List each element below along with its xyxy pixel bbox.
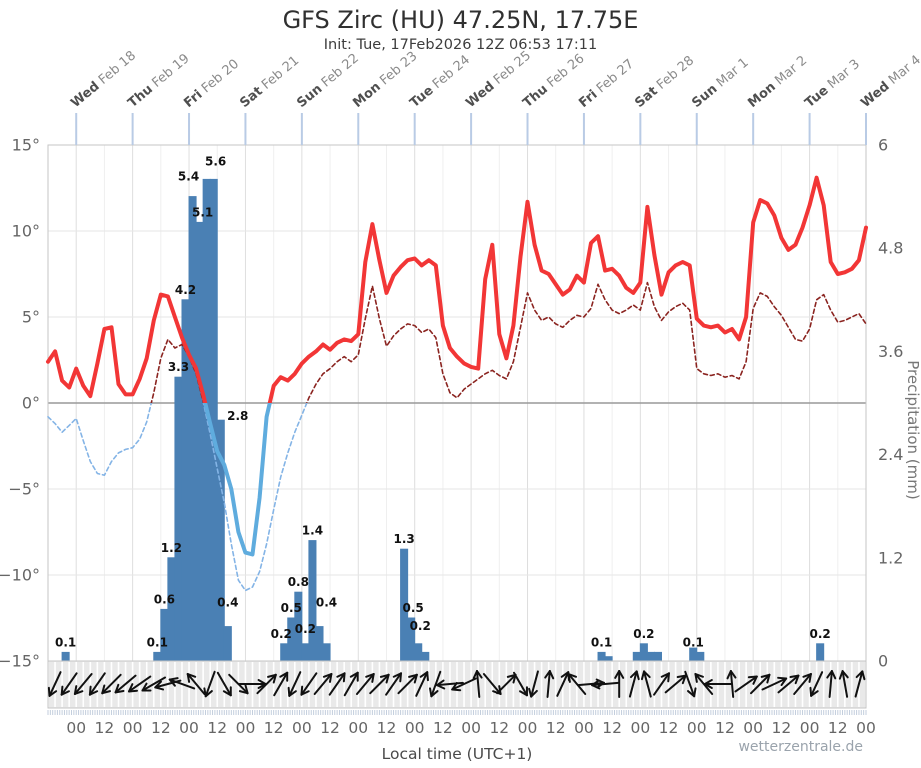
- svg-text:0.1: 0.1: [147, 635, 168, 649]
- svg-text:00: 00: [405, 719, 425, 737]
- svg-text:00: 00: [856, 719, 876, 737]
- svg-text:12: 12: [546, 719, 566, 737]
- svg-text:0.1: 0.1: [55, 635, 76, 649]
- left-axis-ticks: 15° 10° 5° 0° −5° −10° −15°: [0, 136, 40, 671]
- svg-text:0.8: 0.8: [288, 575, 309, 589]
- svg-text:00: 00: [348, 719, 368, 737]
- svg-text:00: 00: [518, 719, 538, 737]
- svg-text:−15°: −15°: [0, 652, 40, 671]
- svg-text:00: 00: [800, 719, 820, 737]
- svg-text:0.4: 0.4: [217, 596, 238, 610]
- precipitation-axis-title: Precipitation (mm): [904, 360, 921, 500]
- svg-text:−10°: −10°: [0, 566, 40, 585]
- temperature-line: [46, 175, 868, 557]
- svg-text:2.4: 2.4: [878, 445, 903, 464]
- svg-text:00: 00: [179, 719, 199, 737]
- svg-text:1.4: 1.4: [302, 524, 323, 538]
- right-axis-ticks: 6 4.8 3.6 2.4 1.2 0: [878, 136, 903, 671]
- svg-text:4.8: 4.8: [878, 239, 903, 258]
- svg-text:0.2: 0.2: [810, 627, 831, 641]
- watermark: wetterzentrale.de: [738, 739, 863, 755]
- svg-text:1.2: 1.2: [161, 541, 182, 555]
- x-axis-title: Local time (UTC+1): [381, 745, 533, 763]
- svg-text:0.5: 0.5: [281, 601, 302, 615]
- svg-text:00: 00: [236, 719, 256, 737]
- svg-text:15°: 15°: [12, 136, 40, 155]
- chart-title: GFS Zirc (HU) 47.25N, 17.75E: [282, 6, 639, 34]
- svg-text:6: 6: [878, 136, 888, 155]
- day-ticks: [75, 113, 867, 145]
- svg-text:12: 12: [772, 719, 792, 737]
- svg-text:12: 12: [377, 719, 397, 737]
- svg-text:0.2: 0.2: [410, 619, 431, 633]
- svg-text:12: 12: [659, 719, 679, 737]
- svg-text:0.1: 0.1: [683, 635, 704, 649]
- svg-text:12: 12: [320, 719, 340, 737]
- svg-text:0.5: 0.5: [403, 601, 424, 615]
- svg-text:5.6: 5.6: [205, 154, 226, 168]
- svg-text:1.3: 1.3: [393, 532, 414, 546]
- svg-text:12: 12: [95, 719, 115, 737]
- svg-text:12: 12: [433, 719, 453, 737]
- svg-text:12: 12: [715, 719, 735, 737]
- svg-text:0.4: 0.4: [316, 596, 337, 610]
- svg-text:0.2: 0.2: [633, 627, 654, 641]
- chart-subtitle: Init: Tue, 17Feb2026 12Z 06:53 17:11: [323, 37, 598, 53]
- wind-arrows: [47, 670, 866, 698]
- svg-text:4.2: 4.2: [175, 283, 196, 297]
- svg-text:2.8: 2.8: [227, 409, 248, 423]
- svg-text:00: 00: [630, 719, 650, 737]
- svg-text:12: 12: [151, 719, 171, 737]
- svg-text:00: 00: [123, 719, 143, 737]
- svg-text:12: 12: [264, 719, 284, 737]
- svg-text:3.6: 3.6: [878, 342, 903, 361]
- svg-text:0.2: 0.2: [271, 627, 292, 641]
- svg-text:12: 12: [489, 719, 509, 737]
- svg-text:5.1: 5.1: [192, 205, 213, 219]
- svg-text:00: 00: [292, 719, 312, 737]
- svg-text:3.3: 3.3: [168, 360, 189, 374]
- svg-text:00: 00: [687, 719, 707, 737]
- svg-text:0.6: 0.6: [154, 592, 175, 606]
- svg-text:12: 12: [602, 719, 622, 737]
- svg-text:0.1: 0.1: [591, 635, 612, 649]
- svg-text:0: 0: [878, 652, 888, 671]
- svg-text:0.2: 0.2: [295, 622, 316, 636]
- svg-text:−5°: −5°: [8, 480, 40, 499]
- svg-text:0°: 0°: [22, 394, 40, 413]
- svg-text:5°: 5°: [22, 308, 40, 327]
- svg-text:10°: 10°: [12, 222, 40, 241]
- svg-text:1.2: 1.2: [878, 548, 903, 567]
- x-axis-ticks: 00 12 00 12 00 12 00 12 00 12 00 12 00 12 00 12 00 12 00 12…: [66, 719, 876, 737]
- svg-text:00: 00: [461, 719, 481, 737]
- svg-text:12: 12: [828, 719, 848, 737]
- svg-text:5.4: 5.4: [178, 170, 199, 184]
- svg-text:00: 00: [574, 719, 594, 737]
- svg-text:00: 00: [743, 719, 763, 737]
- svg-text:00: 00: [66, 719, 86, 737]
- svg-text:12: 12: [207, 719, 227, 737]
- precip-bar-labels: 0.1 0.10.61.23.34.25.45.15.62.80.40.20.50…: [55, 154, 831, 649]
